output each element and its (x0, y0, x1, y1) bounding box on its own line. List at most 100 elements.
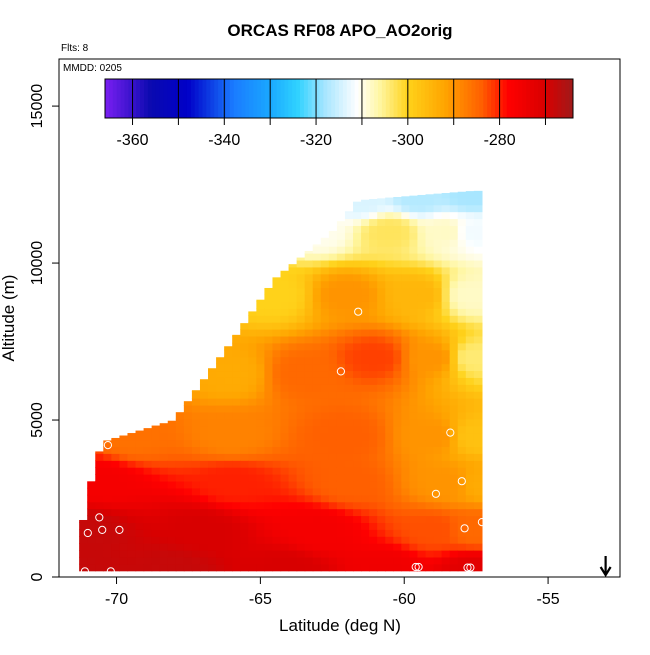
field-cell (473, 190, 483, 199)
colorbar-segment (323, 79, 328, 118)
field-cell (377, 287, 386, 296)
field-cell (216, 480, 225, 489)
field-cell (457, 432, 467, 441)
field-cell (183, 556, 193, 565)
field-cell (240, 494, 249, 503)
field-cell (385, 453, 394, 461)
field-cell (216, 418, 225, 427)
field-cell (280, 280, 290, 289)
field-cell (361, 370, 370, 378)
field-cell (361, 391, 370, 399)
field-cell (449, 197, 459, 206)
field-cell (199, 384, 209, 392)
field-cell (465, 446, 475, 454)
field-cell (433, 501, 443, 510)
field-cell (248, 474, 257, 482)
field-cell (304, 446, 314, 454)
field-cell (417, 273, 427, 282)
field-cell (232, 508, 241, 517)
field-cell (304, 411, 314, 420)
field-cell (401, 308, 411, 316)
field-cell (385, 550, 394, 558)
field-cell (127, 453, 137, 461)
field-cell (449, 522, 459, 530)
field-cell (353, 529, 362, 537)
field-cell (191, 391, 201, 399)
field-cell (272, 384, 282, 392)
field-cell (441, 377, 451, 385)
field-cell (353, 315, 362, 323)
field-cell (256, 370, 266, 378)
field-cell (232, 398, 241, 406)
field-cell (111, 460, 121, 468)
field-cell (401, 356, 411, 365)
field-cell (457, 418, 467, 427)
field-cell (393, 253, 402, 261)
field-cell (143, 556, 153, 565)
field-cell (127, 508, 137, 517)
colorbar-segment (319, 79, 324, 118)
field-cell (208, 501, 217, 510)
field-cell (320, 411, 330, 420)
field-cell (280, 563, 290, 572)
field-cell (232, 446, 241, 454)
field-cell (417, 246, 427, 254)
field-cell (417, 308, 427, 316)
field-cell (127, 460, 137, 468)
field-cell (232, 418, 241, 427)
field-cell (135, 529, 145, 537)
field-cell (369, 239, 378, 247)
field-cell (465, 349, 475, 358)
field-cell (87, 481, 96, 489)
field-cell (417, 467, 427, 475)
field-cell (304, 474, 314, 482)
field-cell (264, 556, 274, 565)
field-cell (377, 487, 386, 496)
field-cell (135, 494, 145, 503)
field-cell (328, 439, 338, 447)
field-cell (288, 501, 298, 510)
field-cell (344, 460, 354, 468)
field-cell (417, 453, 427, 461)
field-cell (232, 467, 241, 475)
field-cell (369, 487, 378, 496)
field-cell (143, 543, 153, 551)
field-cell (441, 322, 451, 330)
field-cell (457, 515, 467, 523)
field-cell (240, 377, 249, 385)
field-cell (449, 480, 459, 489)
field-cell (111, 508, 121, 517)
field-cell (240, 363, 249, 372)
field-cell (191, 453, 201, 461)
field-cell (465, 384, 475, 392)
field-cell (401, 294, 411, 302)
field-cell (159, 432, 169, 441)
field-cell (248, 467, 257, 475)
field-cell (264, 508, 274, 517)
field-cell (111, 515, 121, 523)
field-cell (119, 508, 129, 517)
field-cell (320, 370, 330, 378)
field-cell (344, 253, 354, 261)
colorbar-segment (467, 79, 473, 118)
field-cell (328, 425, 338, 434)
field-cell (344, 363, 354, 372)
field-cell (449, 356, 459, 365)
field-cell (361, 356, 370, 365)
field-cell (296, 335, 306, 344)
field-cell (328, 273, 338, 282)
field-cell (393, 508, 402, 517)
field-cell (449, 273, 459, 282)
field-cell (272, 487, 282, 496)
field-cell (288, 508, 298, 517)
field-cell (296, 370, 306, 378)
field-cell (288, 349, 298, 358)
field-cell (336, 515, 346, 523)
field-cell (224, 398, 233, 406)
field-cell (369, 563, 378, 572)
field-cell (336, 550, 346, 558)
field-cell (425, 398, 435, 406)
field-cell (248, 315, 257, 323)
field-cell (385, 467, 394, 475)
